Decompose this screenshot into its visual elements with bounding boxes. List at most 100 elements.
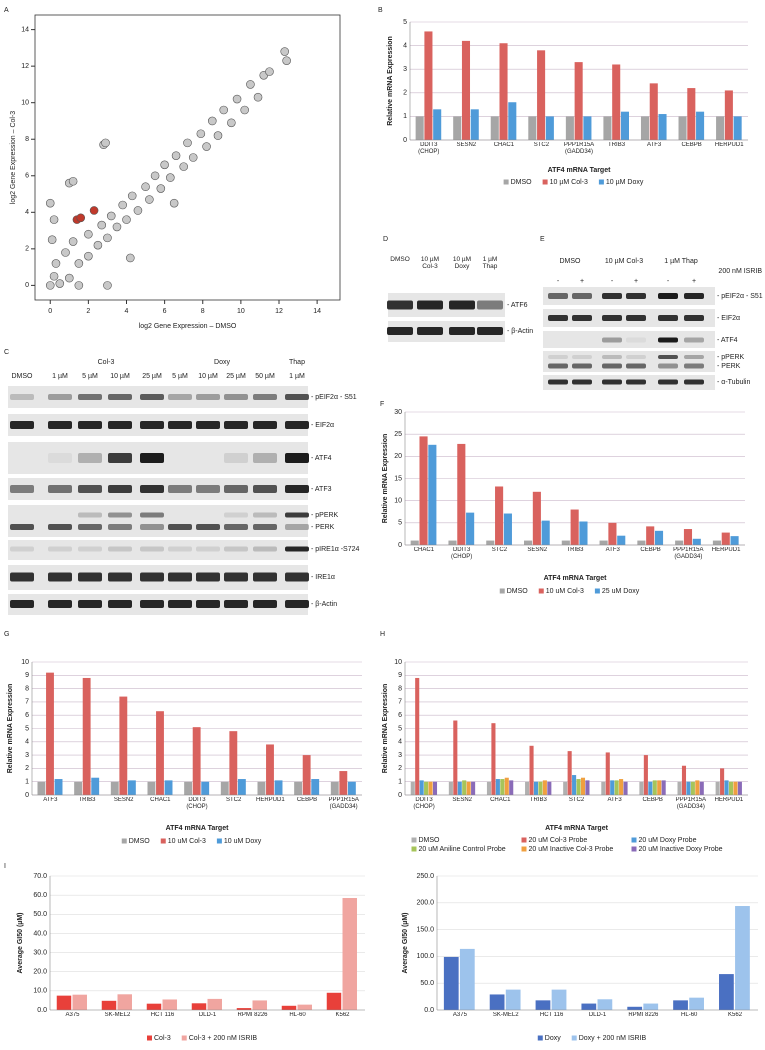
y-tick-label: 5: [398, 520, 402, 527]
point: [106, 211, 116, 221]
blot-band: [48, 453, 72, 463]
x-tick-label-box: ATF3: [606, 547, 620, 553]
blot-band: [658, 315, 678, 321]
bar: [462, 780, 467, 795]
bar: [561, 540, 570, 545]
x-tick-label: HCT 116: [539, 1012, 564, 1018]
y-tick-label: 7: [25, 699, 29, 706]
x-tick-label: DDIT3 (CHOP): [186, 797, 208, 810]
bar: [585, 780, 590, 795]
y-tick-label: 20: [394, 453, 402, 460]
point: [196, 129, 206, 139]
bar: [525, 781, 530, 795]
point: [122, 215, 131, 224]
y-axis-label: Average GI50 (µM): [17, 913, 24, 974]
y-tick-label: 200.0: [416, 900, 434, 907]
blot-band: [108, 512, 132, 518]
x-tick-label: A375: [452, 1012, 467, 1018]
point: [112, 222, 122, 232]
bar: [627, 1006, 643, 1010]
y-tick-label: 0: [398, 792, 402, 799]
y-tick-label: 9: [398, 672, 402, 679]
bar: [419, 436, 428, 545]
blot-band: [140, 546, 164, 552]
lane-label: -: [667, 278, 670, 285]
blot-band: [168, 524, 192, 530]
bar: [294, 781, 303, 795]
point: [45, 281, 55, 290]
y-tick-label: 12: [21, 63, 29, 70]
y-tick-label: 25: [394, 431, 402, 438]
bar: [545, 116, 554, 140]
x-tick-label: SESN2: [113, 797, 134, 803]
legend-item: 10 µM Col-3: [542, 179, 588, 186]
blot-membrane: [543, 351, 715, 372]
y-tick-label: 10: [21, 100, 29, 107]
x-tick-label-box: HCT 116: [151, 1012, 174, 1018]
target-label: - PERK: [717, 363, 741, 370]
lane-label-box: 10 µM Col-3: [421, 256, 439, 270]
point: [84, 251, 93, 261]
legend-swatch: [598, 179, 604, 185]
target-label: - EIF2α: [717, 315, 740, 322]
blot-band: [602, 363, 622, 369]
legend-item: 10 uM Col-3: [538, 588, 584, 595]
x-tick-label-box: CHAC1: [414, 547, 434, 553]
blot-band: [168, 421, 192, 429]
legend-item: 20 uM Col-3 Probe: [521, 837, 587, 844]
point: [68, 176, 78, 186]
blot-band: [140, 394, 164, 400]
bar: [82, 677, 91, 795]
group-label: 10 µM Col-3: [605, 258, 643, 265]
point: [179, 162, 188, 171]
blot-band: [10, 600, 34, 608]
legend-label: Doxy: [545, 1035, 561, 1042]
blot-band: [48, 394, 72, 400]
blot-band: [140, 512, 164, 518]
x-tick-label: HL-60: [289, 1012, 306, 1018]
blot-band: [658, 337, 678, 343]
bar: [601, 781, 606, 795]
x-tick-label-box: A375: [452, 1012, 467, 1018]
bar: [643, 755, 648, 795]
legend-swatch: [537, 1035, 543, 1041]
blot-band: [140, 485, 164, 493]
bar: [491, 723, 496, 795]
x-tick-label: SK-MEL2: [104, 1012, 131, 1018]
target-label: - pEIF2α - S51: [311, 394, 357, 401]
legend-item: 10 µM Doxy: [598, 179, 644, 186]
bar: [640, 116, 650, 140]
x-tick-label-box: HL-60: [681, 1012, 697, 1018]
bar: [535, 1000, 551, 1010]
bar: [453, 116, 462, 140]
blot-band: [78, 572, 102, 582]
y-tick-label: 2: [25, 246, 29, 253]
blot-band: [548, 355, 568, 359]
point: [219, 105, 229, 115]
bar: [724, 780, 729, 795]
blot-band: [285, 600, 309, 608]
blot-band: [196, 485, 220, 493]
legend-swatch: [538, 588, 544, 594]
blot-band: [285, 572, 309, 582]
lane-label: 25 µM: [226, 373, 246, 380]
x-tick-label-box: ATF3: [43, 797, 57, 803]
bar: [658, 114, 667, 140]
blot-band: [108, 546, 132, 552]
bar: [504, 777, 509, 795]
bar: [220, 781, 229, 795]
blot-band: [168, 394, 192, 400]
lane-label: +: [580, 278, 584, 285]
bar: [652, 780, 657, 795]
legend-item: 10 uM Doxy: [216, 838, 262, 845]
legend-swatch: [160, 838, 166, 844]
bar: [302, 755, 311, 795]
panel-label: I: [4, 863, 6, 870]
x-tick-label-box: HL-60: [289, 1012, 306, 1018]
blot-band: [572, 355, 592, 359]
y-tick-label: 6: [25, 173, 29, 180]
legend-item: DMSO: [499, 588, 528, 595]
bar: [696, 111, 705, 140]
legend-swatch: [181, 1035, 187, 1041]
point: [141, 182, 150, 192]
